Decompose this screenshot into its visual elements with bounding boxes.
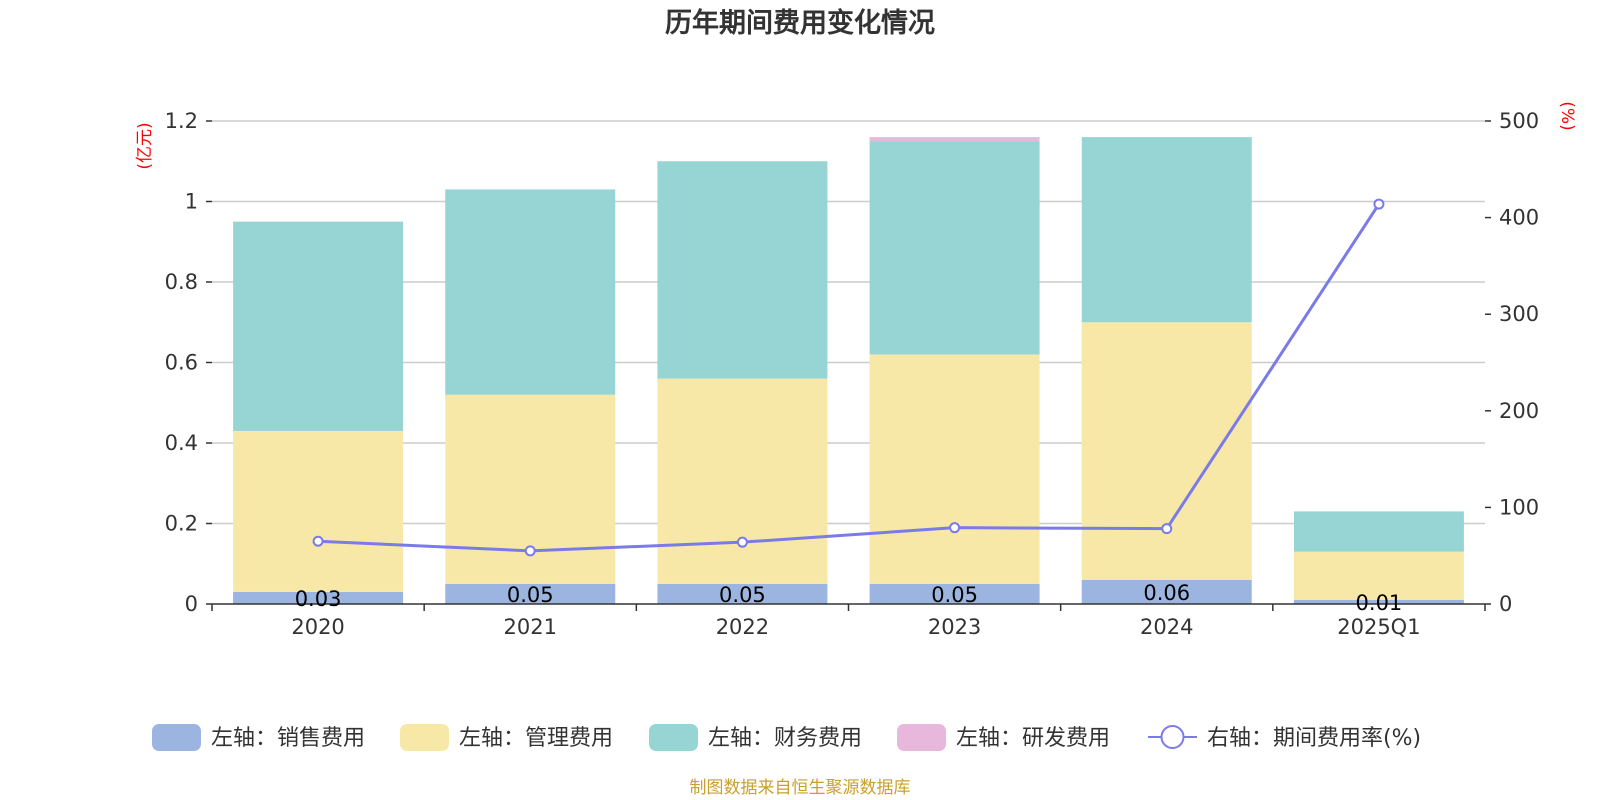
bar-segment bbox=[869, 141, 1040, 355]
bar-segment bbox=[657, 583, 828, 604]
bar-segment bbox=[869, 354, 1040, 584]
bar-segment bbox=[657, 378, 828, 584]
rate-line-point bbox=[1373, 198, 1385, 210]
bar-segment bbox=[1081, 322, 1252, 580]
bar-segment bbox=[1081, 579, 1252, 604]
bar-data-label: 0.05 bbox=[719, 583, 766, 607]
left-tick-label: 1 bbox=[185, 190, 198, 214]
bar-segment bbox=[869, 583, 1040, 604]
x-tick-label: 2025Q1 bbox=[1337, 615, 1420, 639]
x-tick-label: 2023 bbox=[928, 615, 981, 639]
rate-line-point bbox=[524, 545, 536, 557]
bar-segment bbox=[445, 189, 616, 395]
x-tick-label: 2022 bbox=[716, 615, 769, 639]
bar-segment bbox=[1293, 511, 1464, 552]
bar-segment bbox=[233, 221, 404, 431]
legend-swatch bbox=[400, 724, 449, 751]
left-tick-label: 0 bbox=[185, 592, 198, 616]
legend-label: 左轴：研发费用 bbox=[956, 726, 1110, 751]
rate-line-point bbox=[949, 522, 961, 534]
legend-label: 左轴：管理费用 bbox=[459, 726, 613, 751]
x-tick-label: 2020 bbox=[291, 615, 344, 639]
left-tick-label: 0.6 bbox=[165, 351, 198, 375]
left-tick-label: 0.4 bbox=[165, 431, 198, 455]
rate-line-path bbox=[318, 203, 1381, 553]
bar-segment bbox=[1081, 137, 1252, 323]
legend-swatch bbox=[152, 724, 201, 751]
bar-segment bbox=[657, 161, 828, 379]
bar-data-label: 0.06 bbox=[1143, 581, 1190, 605]
left-tick-label: 0.2 bbox=[165, 512, 198, 536]
x-tick-label: 2021 bbox=[504, 615, 557, 639]
legend-label: 右轴：期间费用率(%) bbox=[1207, 726, 1421, 751]
right-tick-label: 500 bbox=[1499, 109, 1539, 133]
right-tick-label: 100 bbox=[1499, 495, 1539, 519]
left-tick-label: 1.2 bbox=[165, 109, 198, 133]
bar-data-label: 0.03 bbox=[295, 587, 342, 611]
bar-data-label: 0.01 bbox=[1356, 591, 1403, 615]
legend: 左轴：销售费用 左轴：管理费用 左轴：财务费用 左轴：研发费用 右轴：期间费用率(%) bbox=[152, 724, 1421, 751]
chart-title: 历年期间费用变化情况 bbox=[665, 7, 935, 39]
legend-swatch bbox=[897, 724, 946, 751]
right-tick-label: 0 bbox=[1499, 592, 1512, 616]
bar-data-label: 0.05 bbox=[931, 583, 978, 607]
bar-segment bbox=[1293, 551, 1464, 600]
legend-label: 左轴：销售费用 bbox=[211, 726, 365, 751]
data-labels: 0.03 0.05 0.05 0.05 0.06 0.01 bbox=[295, 581, 1403, 615]
axes: 0 0.2 0.4 0.6 0.8 1 1.2 0 100 200 300 400 500 2020 202… bbox=[165, 109, 1540, 639]
bar-segment bbox=[233, 430, 404, 592]
left-tick-label: 0.8 bbox=[165, 270, 198, 294]
right-tick-label: 400 bbox=[1499, 206, 1539, 230]
bar-segment bbox=[445, 583, 616, 604]
right-tick-label: 300 bbox=[1499, 302, 1539, 326]
right-axis-unit: (%) bbox=[1557, 101, 1577, 130]
bars bbox=[233, 137, 1464, 604]
gridlines bbox=[212, 120, 1485, 525]
rate-line bbox=[312, 198, 1385, 557]
source-note: 制图数据来自恒生聚源数据库 bbox=[690, 778, 911, 798]
left-axis-unit: (亿元) bbox=[135, 122, 155, 169]
rate-line-point bbox=[736, 536, 748, 548]
legend-swatch bbox=[649, 724, 698, 751]
rate-line-point bbox=[1161, 523, 1173, 535]
bar-data-label: 0.05 bbox=[507, 583, 554, 607]
bar-segment bbox=[233, 591, 404, 604]
legend-marker-swatch bbox=[1160, 725, 1185, 749]
x-tick-label: 2024 bbox=[1140, 615, 1193, 639]
bar-segment bbox=[1293, 599, 1464, 604]
right-tick-label: 200 bbox=[1499, 399, 1539, 423]
rate-line-point bbox=[312, 535, 324, 547]
bar-segment bbox=[869, 137, 1040, 142]
legend-label: 左轴：财务费用 bbox=[708, 726, 862, 751]
